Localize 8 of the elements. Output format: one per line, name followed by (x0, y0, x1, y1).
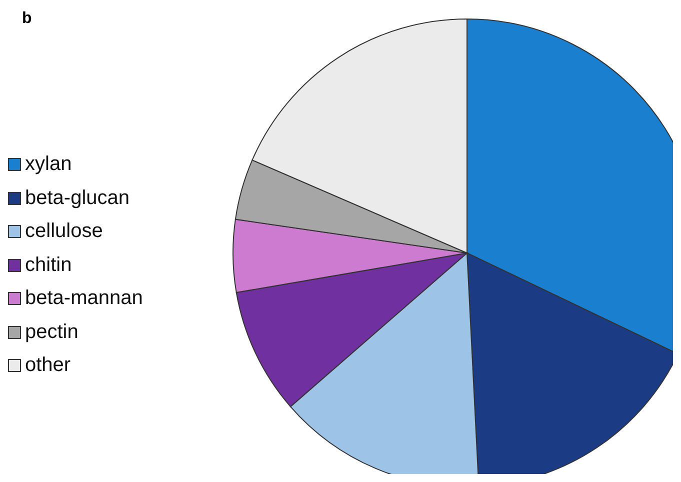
legend-label: other (25, 354, 71, 378)
legend-label: cellulose (25, 220, 103, 244)
legend-label: beta-mannan (25, 287, 143, 310)
chart-title: b (22, 10, 32, 28)
legend-label: chitin (25, 254, 72, 277)
legend-label: pectin (25, 320, 78, 344)
legend-label: xylan (25, 153, 72, 176)
legend-label: beta-glucan (25, 186, 130, 210)
